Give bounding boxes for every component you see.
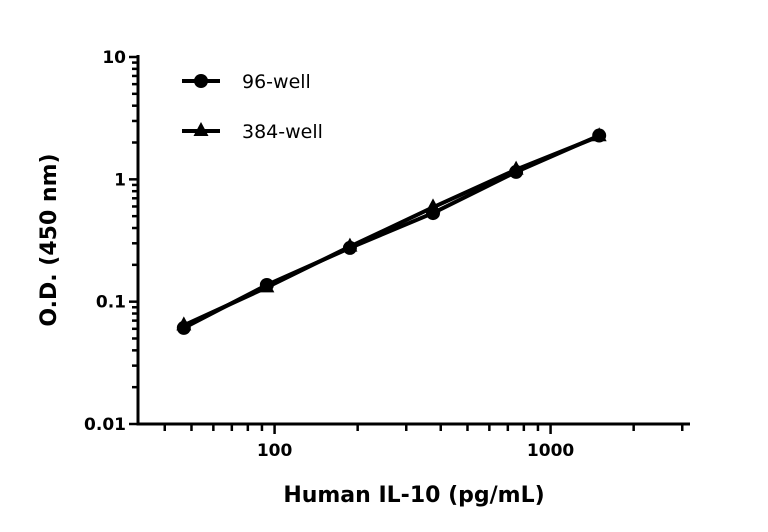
data-point (592, 128, 607, 143)
y-tick-label: 1 (114, 170, 126, 190)
x-axis-title: Human IL-10 (pg/mL) (283, 483, 544, 508)
series-96-well (176, 128, 607, 335)
data-point (259, 277, 274, 292)
legend-marker-circle (194, 74, 208, 88)
data-point (342, 240, 357, 255)
y-axis-title: O.D. (450 nm) (37, 153, 62, 326)
x-tick-label: 100 (257, 441, 293, 461)
y-tick-label: 0.01 (84, 415, 126, 435)
data-point (426, 206, 441, 221)
legend-label: 96-well (242, 71, 311, 93)
data-point (509, 164, 524, 179)
y-tick-label: 10 (102, 48, 126, 68)
legend-marker-triangle (193, 122, 209, 136)
legend: 96-well 384-well (182, 71, 323, 143)
data-point (176, 320, 191, 335)
x-tick-label: 1000 (527, 441, 574, 461)
y-tick-label: 0.1 (96, 293, 126, 313)
series-line (182, 133, 600, 330)
legend-label: 384-well (242, 121, 323, 143)
axes: 0.01 0.1 1 10 100 1000 (84, 48, 690, 461)
series-layer (176, 127, 607, 335)
